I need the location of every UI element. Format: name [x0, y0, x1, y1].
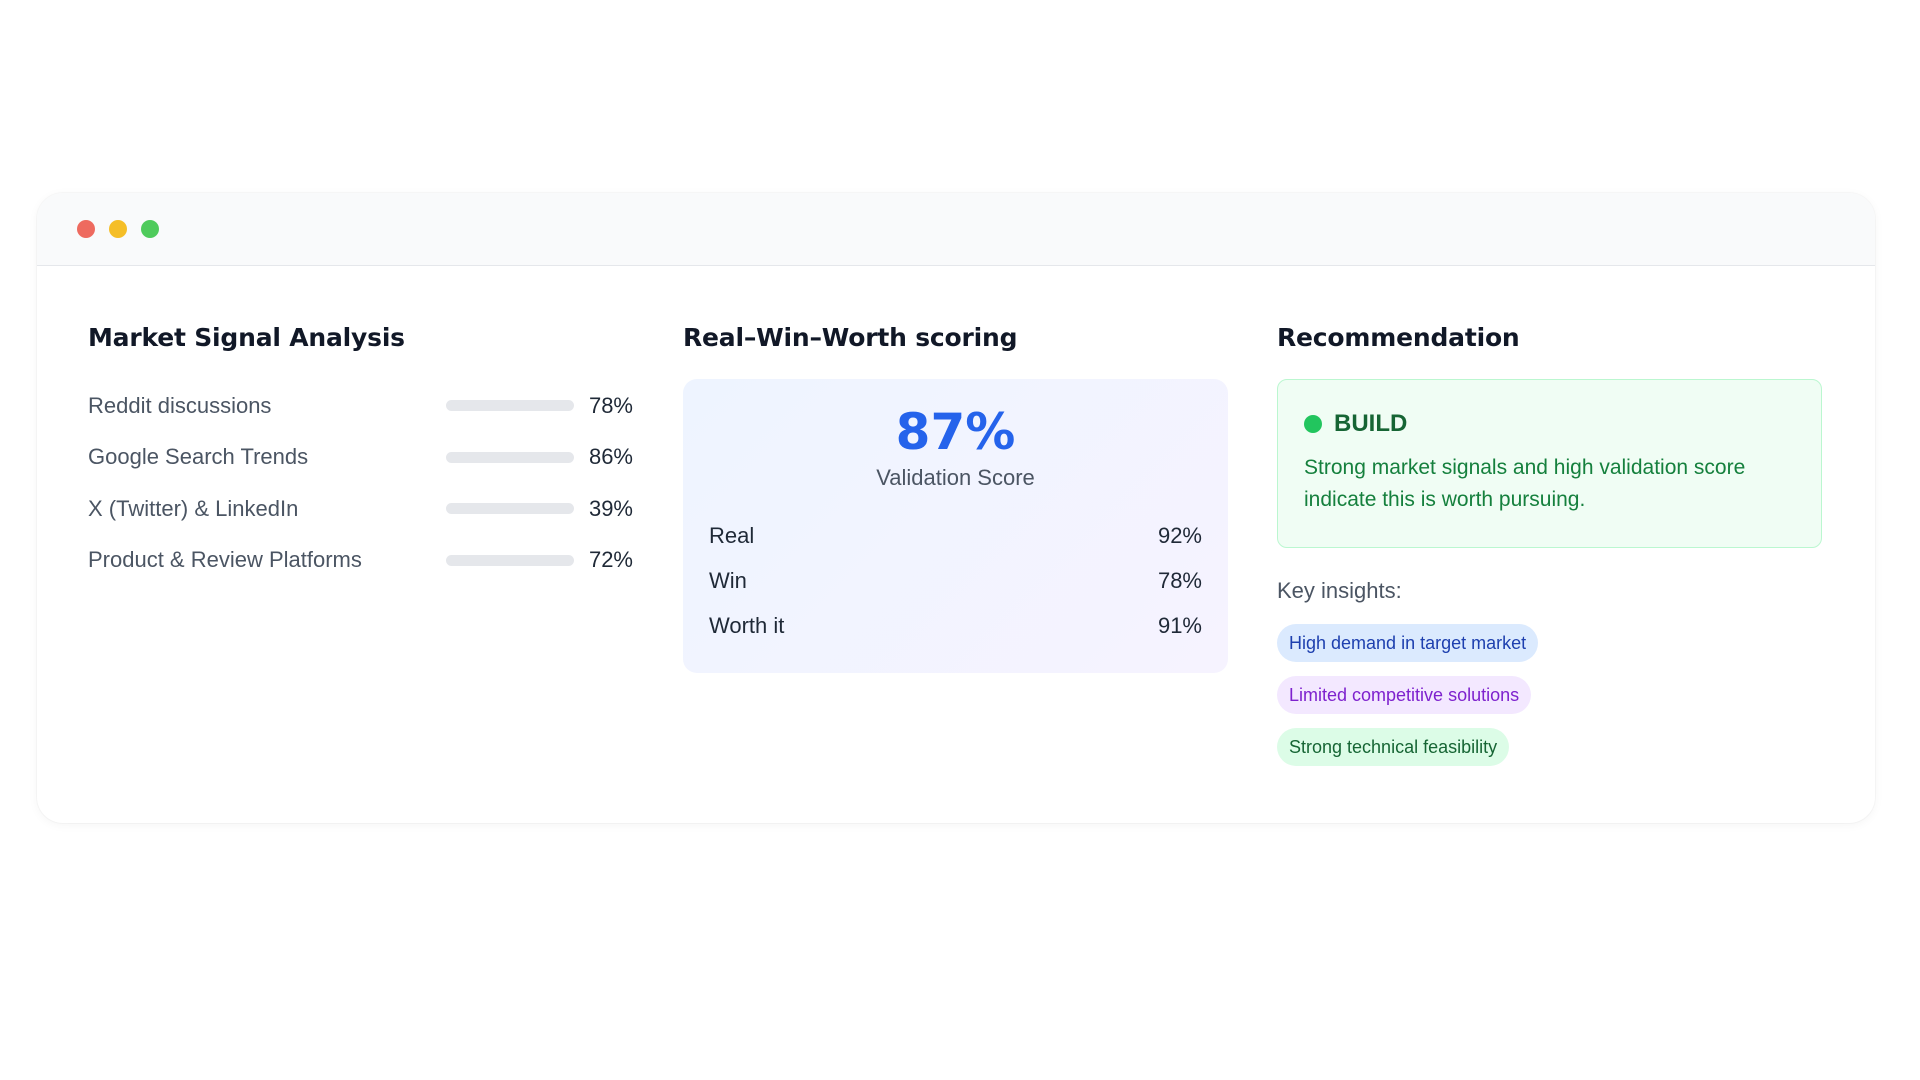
scoring-panel: Real–Win–Worth scoring 87% Validation Sc… [683, 323, 1228, 673]
signal-value: 86% [588, 444, 633, 470]
insight-chip: High demand in target market [1277, 624, 1539, 662]
score-row-label: Win [709, 567, 747, 593]
score-row-real: Real 92% [709, 513, 1202, 558]
score-card: 87% Validation Score Real 92% Win 78% Wo… [683, 379, 1228, 673]
signal-row: X (Twitter) & LinkedIn 39% [88, 483, 633, 535]
recommendation-text: Strong market signals and high validatio… [1304, 456, 1746, 511]
score-row-label: Real [709, 522, 755, 548]
insight-chip: Strong technical feasibility [1277, 728, 1510, 766]
minimize-window-icon[interactable] [109, 220, 127, 238]
signal-label: Product & Review Platforms [88, 547, 362, 573]
title-bar [37, 193, 1875, 266]
score-row-value: 78% [1157, 567, 1202, 593]
recommendation-card: BUILD Strong market signals and high val… [1277, 379, 1822, 548]
signal-label: Reddit discussions [88, 392, 272, 418]
signal-bar [446, 451, 574, 463]
signal-list: Reddit discussions 78% Google Search Tre… [88, 380, 633, 586]
signal-bar [446, 503, 574, 515]
score-row-win: Win 78% [709, 558, 1202, 603]
score-row-value: 91% [1157, 612, 1202, 638]
market-signal-panel: Market Signal Analysis Reddit discussion… [88, 323, 633, 586]
score-row-label: Worth it [709, 612, 785, 638]
recommendation-title: Recommendation [1277, 323, 1520, 352]
validation-score-caption: Validation Score [876, 465, 1035, 490]
signal-value: 39% [588, 495, 633, 521]
score-row-value: 92% [1157, 522, 1202, 548]
window-content: Market Signal Analysis Reddit discussion… [37, 266, 1875, 823]
recommendation-verdict: BUILD [1334, 410, 1408, 437]
validation-score-value: 87% [895, 403, 1016, 461]
signal-label: X (Twitter) & LinkedIn [88, 495, 299, 521]
market-signal-title: Market Signal Analysis [88, 323, 405, 352]
signal-bar [446, 400, 574, 412]
signal-value: 72% [588, 547, 633, 573]
key-insights-label: Key insights: [1277, 578, 1402, 603]
score-breakdown: Real 92% Win 78% Worth it 91% [709, 513, 1202, 648]
insight-chip: Limited competitive solutions [1277, 676, 1532, 714]
signal-row: Google Search Trends 86% [88, 432, 633, 484]
signal-row: Product & Review Platforms 72% [88, 535, 633, 587]
score-row-worth: Worth it 91% [709, 603, 1202, 648]
insight-chips: High demand in target market Limited com… [1277, 624, 1822, 766]
close-window-icon[interactable] [77, 220, 95, 238]
signal-row: Reddit discussions 78% [88, 380, 633, 432]
maximize-window-icon[interactable] [141, 220, 159, 238]
scoring-title: Real–Win–Worth scoring [683, 323, 1018, 352]
recommendation-header: BUILD [1304, 410, 1795, 438]
signal-value: 78% [588, 392, 633, 418]
app-window: Market Signal Analysis Reddit discussion… [37, 193, 1875, 823]
signal-bar [446, 554, 574, 566]
signal-label: Google Search Trends [88, 444, 309, 470]
status-dot-icon [1304, 415, 1322, 433]
recommendation-panel: Recommendation BUILD Strong market signa… [1277, 323, 1822, 766]
